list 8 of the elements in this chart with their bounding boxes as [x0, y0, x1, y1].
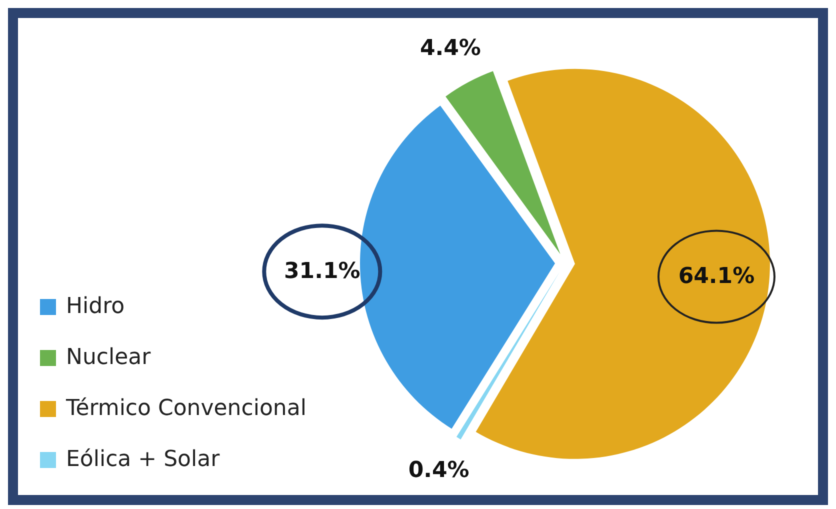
data-label: 31.1% [284, 259, 360, 284]
data-label: 0.4% [408, 458, 470, 484]
legend-label: Eólica + Solar [66, 447, 220, 472]
legend-label: Hidro [66, 294, 125, 319]
legend-label: Térmico Convencional [66, 396, 306, 421]
data-label: 64.1% [678, 264, 755, 290]
legend-label: Nuclear [66, 345, 151, 370]
data-label: 4.4% [420, 36, 481, 62]
